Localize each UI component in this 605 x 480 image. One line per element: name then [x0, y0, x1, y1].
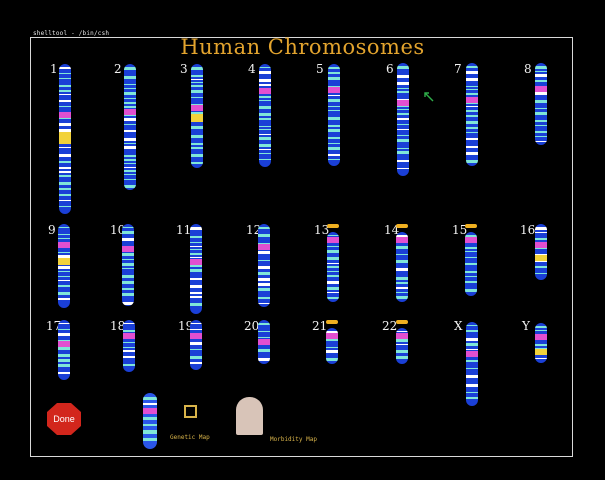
chromosome-label-17: 17 — [46, 319, 62, 333]
chromosome-label-15: 15 — [452, 223, 468, 237]
chromosome-20[interactable] — [258, 320, 270, 364]
genetic-map-button[interactable] — [184, 405, 197, 418]
chromosome-label-21: 21 — [312, 319, 328, 333]
chromosome-label-18: 18 — [110, 319, 126, 333]
chromosome-label-x: X — [454, 319, 463, 333]
chromosome-10[interactable] — [122, 224, 134, 306]
chromosome-label-y: Y — [522, 319, 530, 333]
chromosome-2[interactable] — [124, 64, 136, 190]
chromosome-17[interactable] — [58, 320, 70, 380]
chromosome-label-16: 16 — [520, 223, 536, 237]
chromosome-16[interactable] — [535, 224, 547, 280]
chromosome-label-19: 19 — [178, 319, 194, 333]
chromosome-22[interactable] — [396, 328, 408, 364]
chromosome-label-5: 5 — [316, 62, 324, 76]
chromosome-label-14: 14 — [384, 223, 400, 237]
chromosome-4[interactable] — [259, 64, 271, 167]
chromosome-label-3: 3 — [180, 62, 188, 76]
genetic-map-label: Genetic Map — [170, 434, 210, 441]
chromosome-18[interactable] — [123, 320, 135, 372]
chromosome-label-2: 2 — [114, 62, 122, 76]
chromosome-1[interactable] — [59, 64, 71, 214]
page-title: Human Chromosomes — [180, 35, 425, 59]
chromosome-y[interactable] — [535, 323, 547, 363]
chromosome-label-13: 13 — [314, 223, 330, 237]
morbidity-map-label: Morbidity Map — [270, 436, 317, 443]
morbidity-map-button[interactable] — [236, 397, 263, 435]
satellite-13 — [327, 224, 339, 228]
chromosome-label-22: 22 — [382, 319, 398, 333]
done-button[interactable]: Done — [47, 403, 81, 435]
chromosome-label-4: 4 — [248, 62, 256, 76]
chromosome-label-8: 8 — [524, 62, 532, 76]
chromosome-label-1: 1 — [50, 62, 58, 76]
chromosome-21[interactable] — [326, 328, 338, 364]
chromosome-3[interactable] — [191, 64, 203, 168]
chromosome-label-9: 9 — [48, 223, 56, 237]
chromosome-11[interactable] — [190, 224, 202, 314]
chromosome-14[interactable] — [396, 232, 408, 302]
chromosome-6[interactable] — [397, 63, 409, 176]
chromosome-x[interactable] — [466, 322, 478, 406]
done-label: Done — [53, 414, 75, 424]
chromosome-8[interactable] — [535, 63, 547, 145]
chromosome-7[interactable] — [466, 63, 478, 166]
chromosome-label-11: 11 — [176, 223, 192, 237]
chromosome-label-6: 6 — [386, 62, 394, 76]
chromosome-label-7: 7 — [454, 62, 462, 76]
chromosome-5[interactable] — [328, 64, 340, 166]
display-frame — [30, 37, 573, 457]
chromosome-label-10: 10 — [110, 223, 126, 237]
chromosome-13[interactable] — [327, 232, 339, 302]
satellite-14 — [396, 224, 408, 228]
mouse-pointer-icon — [424, 92, 434, 102]
stop-sign-icon — [47, 403, 81, 435]
chromosome-label-20: 20 — [244, 319, 260, 333]
chromosome-12[interactable] — [258, 224, 270, 307]
chromosome-15[interactable] — [465, 232, 477, 296]
satellite-21 — [326, 320, 338, 324]
chromosome-9[interactable] — [58, 224, 70, 308]
chromosome-19[interactable] — [190, 320, 202, 370]
legend-chromosome-icon — [143, 393, 157, 449]
chromosome-label-12: 12 — [246, 223, 262, 237]
satellite-15 — [465, 224, 477, 228]
satellite-22 — [396, 320, 408, 324]
window-title: shelltool - /bin/csh — [33, 30, 110, 37]
